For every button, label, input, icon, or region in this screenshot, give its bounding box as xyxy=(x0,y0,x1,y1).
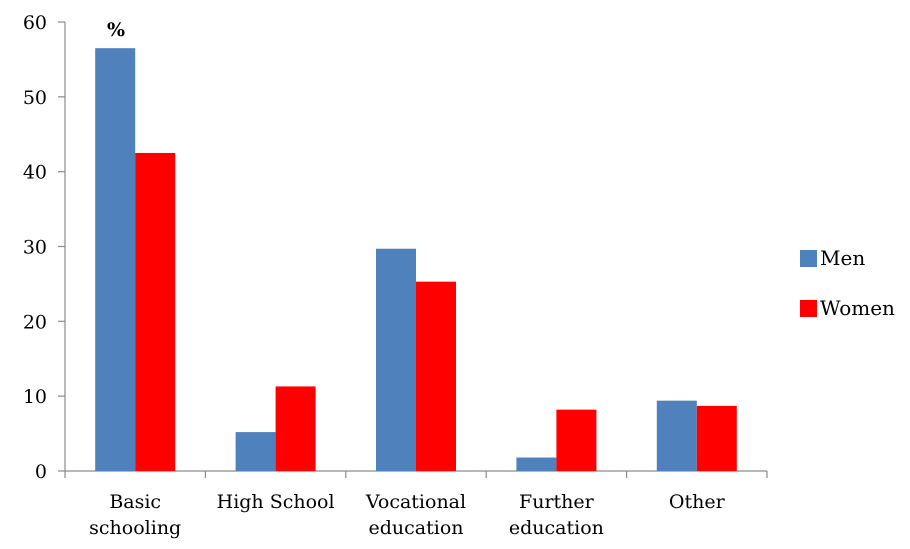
legend-swatch-women xyxy=(800,300,817,317)
y-tick-label: 20 xyxy=(23,311,47,333)
bar-women xyxy=(556,409,597,471)
axes: 0 10 20 30 40 50 60 Basic schooling High School Vo… xyxy=(23,12,768,539)
bar-women xyxy=(135,152,176,472)
bar-men xyxy=(235,432,276,471)
bar-men xyxy=(516,457,557,471)
x-category-label: Further education xyxy=(509,491,604,539)
bar-men xyxy=(656,400,697,471)
bar-women xyxy=(416,281,456,471)
x-category-label: Other xyxy=(669,491,726,513)
bar-women xyxy=(696,405,737,471)
bar-men xyxy=(95,48,136,472)
legend-label-men: Men xyxy=(820,246,865,270)
y-tick-label: 60 xyxy=(23,12,47,34)
legend: Men Women xyxy=(800,246,895,320)
bars xyxy=(95,48,737,472)
y-tick-label: 50 xyxy=(23,87,47,109)
y-tick-label: 10 xyxy=(23,386,47,408)
x-category-label: Vocational education xyxy=(365,491,466,539)
x-category-label: Basic schooling xyxy=(89,491,181,539)
y-tick-label: 0 xyxy=(35,461,47,483)
legend-swatch-men xyxy=(800,250,817,267)
x-category-label: High School xyxy=(217,491,335,513)
y-tick-label: 40 xyxy=(23,162,47,184)
y-tick-label: 30 xyxy=(23,237,47,259)
unit-label: % xyxy=(107,19,125,41)
bar-women xyxy=(275,386,316,471)
bar-men xyxy=(376,248,416,471)
legend-label-women: Women xyxy=(820,296,895,320)
